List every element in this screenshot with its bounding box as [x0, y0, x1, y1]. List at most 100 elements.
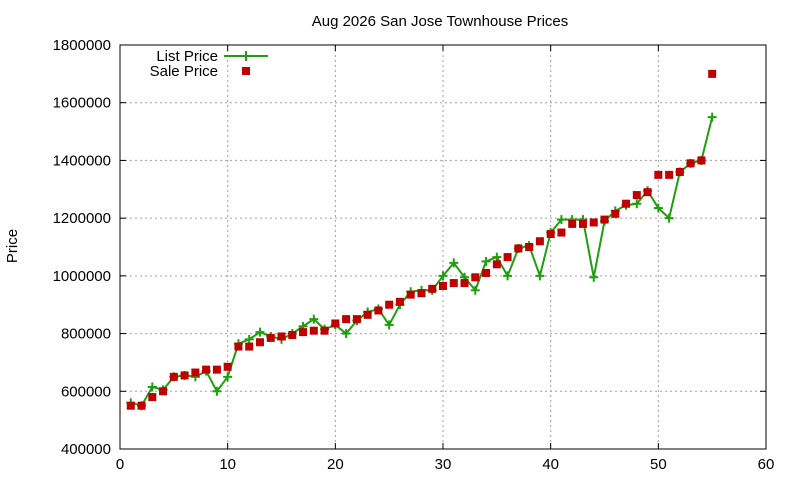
legend-label-list-price: List Price — [156, 48, 218, 65]
sale-price-point — [331, 319, 340, 328]
list-price-point — [632, 199, 642, 209]
list-price-point — [147, 382, 157, 392]
sale-price-point — [342, 315, 351, 324]
sale-price-point — [202, 365, 211, 374]
sale-price-point — [126, 401, 135, 410]
sale-price-point — [234, 342, 243, 351]
sale-price-point — [600, 215, 609, 224]
x-tick-label: 30 — [435, 456, 452, 473]
chart-title: Aug 2026 San Jose Townhouse Prices — [312, 13, 569, 30]
sale-price-point — [525, 243, 534, 251]
x-tick-label: 10 — [219, 456, 236, 473]
x-tick-label: 50 — [650, 456, 667, 473]
plot-frame — [119, 44, 767, 450]
sale-price-point — [223, 362, 232, 371]
sale-price-point — [363, 310, 372, 319]
legend-label-sale-price: Sale Price — [150, 63, 218, 80]
list-price-point — [438, 271, 448, 281]
x-tick-label: 40 — [542, 456, 559, 473]
list-price-point — [653, 203, 663, 213]
list-price-point — [244, 334, 254, 344]
legend-square-marker-sale-price — [242, 67, 250, 75]
x-tick-label: 60 — [758, 456, 775, 473]
sale-price-point — [546, 230, 555, 239]
y-axis-label: Price — [4, 229, 21, 263]
sale-price-point — [159, 387, 168, 396]
legend: List Price Sale Price — [150, 48, 268, 80]
sale-price-point — [245, 342, 254, 351]
sale-price-point — [449, 279, 458, 288]
y-tick-label: 1000000 — [53, 268, 111, 285]
sale-price-point — [697, 156, 706, 165]
list-price-point — [384, 320, 394, 330]
sale-price-point — [460, 279, 469, 288]
list-price-point — [589, 272, 599, 282]
grid-lines — [120, 45, 766, 449]
x-tick-label: 20 — [327, 456, 344, 473]
list-price-point — [707, 112, 717, 122]
sale-price-point — [406, 290, 415, 299]
sale-price-point — [320, 326, 329, 335]
sale-price-point — [568, 219, 577, 228]
sale-price-point — [309, 326, 318, 335]
sale-price-point — [299, 328, 308, 337]
sale-price-point — [385, 300, 394, 309]
y-tick-label: 600000 — [61, 383, 111, 400]
sale-price-point — [675, 167, 684, 176]
sale-price-point — [288, 331, 297, 340]
y-tick-label: 1400000 — [53, 152, 111, 169]
sale-price-point — [514, 244, 523, 253]
sale-price-point — [374, 306, 383, 315]
list-price-point — [255, 327, 265, 337]
list-price-point — [223, 372, 233, 382]
sale-price-point — [482, 268, 491, 277]
sale-price-point — [611, 209, 620, 218]
list-price-point — [664, 213, 674, 223]
sale-price-point — [191, 368, 200, 377]
sale-price-point — [395, 297, 404, 306]
y-tick-label: 1600000 — [53, 95, 111, 112]
list-price-point — [535, 271, 545, 281]
sale-price-point — [277, 332, 286, 341]
sale-price-point — [417, 289, 426, 298]
y-tick-label: 1200000 — [53, 210, 111, 227]
sale-price-point — [471, 273, 480, 282]
sale-price-point — [632, 191, 641, 200]
list-price-point — [309, 314, 319, 324]
sale-price-point — [686, 159, 695, 168]
sale-price-point — [148, 393, 157, 402]
list-price-point — [481, 256, 491, 266]
sale-price-point — [352, 315, 361, 324]
sale-price-point — [492, 260, 501, 269]
sale-price-point — [428, 284, 437, 293]
sale-price-point — [503, 253, 512, 262]
sale-price-point — [643, 188, 652, 197]
list-price-point — [556, 215, 566, 225]
sale-price-point — [169, 372, 178, 381]
y-tick-label: 800000 — [61, 326, 111, 343]
sale-price-point — [212, 365, 221, 374]
y-tick-label: 1800000 — [53, 37, 111, 54]
sale-price-point — [557, 228, 566, 237]
sale-price-point — [535, 237, 544, 246]
list-price-point — [212, 386, 222, 396]
sale-price-point — [137, 401, 146, 410]
sale-price-point — [266, 333, 275, 342]
sale-price-point — [255, 338, 264, 347]
y-tick-label: 400000 — [61, 441, 111, 458]
list-price-point — [470, 285, 480, 295]
x-tick-label: 0 — [116, 456, 124, 473]
sale-price-point — [180, 371, 189, 380]
list-price-point — [449, 258, 459, 268]
sale-price-point — [578, 219, 587, 228]
sale-price-point — [589, 218, 598, 227]
legend-plus-marker-list-price — [241, 51, 251, 61]
axis-ticks: 0 10 20 30 40 50 60 400000 600000 800000 1000000 12… — [53, 37, 775, 473]
sale-price-point — [665, 170, 674, 179]
list-price-point — [492, 252, 502, 262]
series-layer — [126, 69, 717, 411]
sale-price-point — [622, 199, 631, 208]
list-price-point — [503, 271, 513, 281]
list-price-point — [341, 329, 351, 339]
